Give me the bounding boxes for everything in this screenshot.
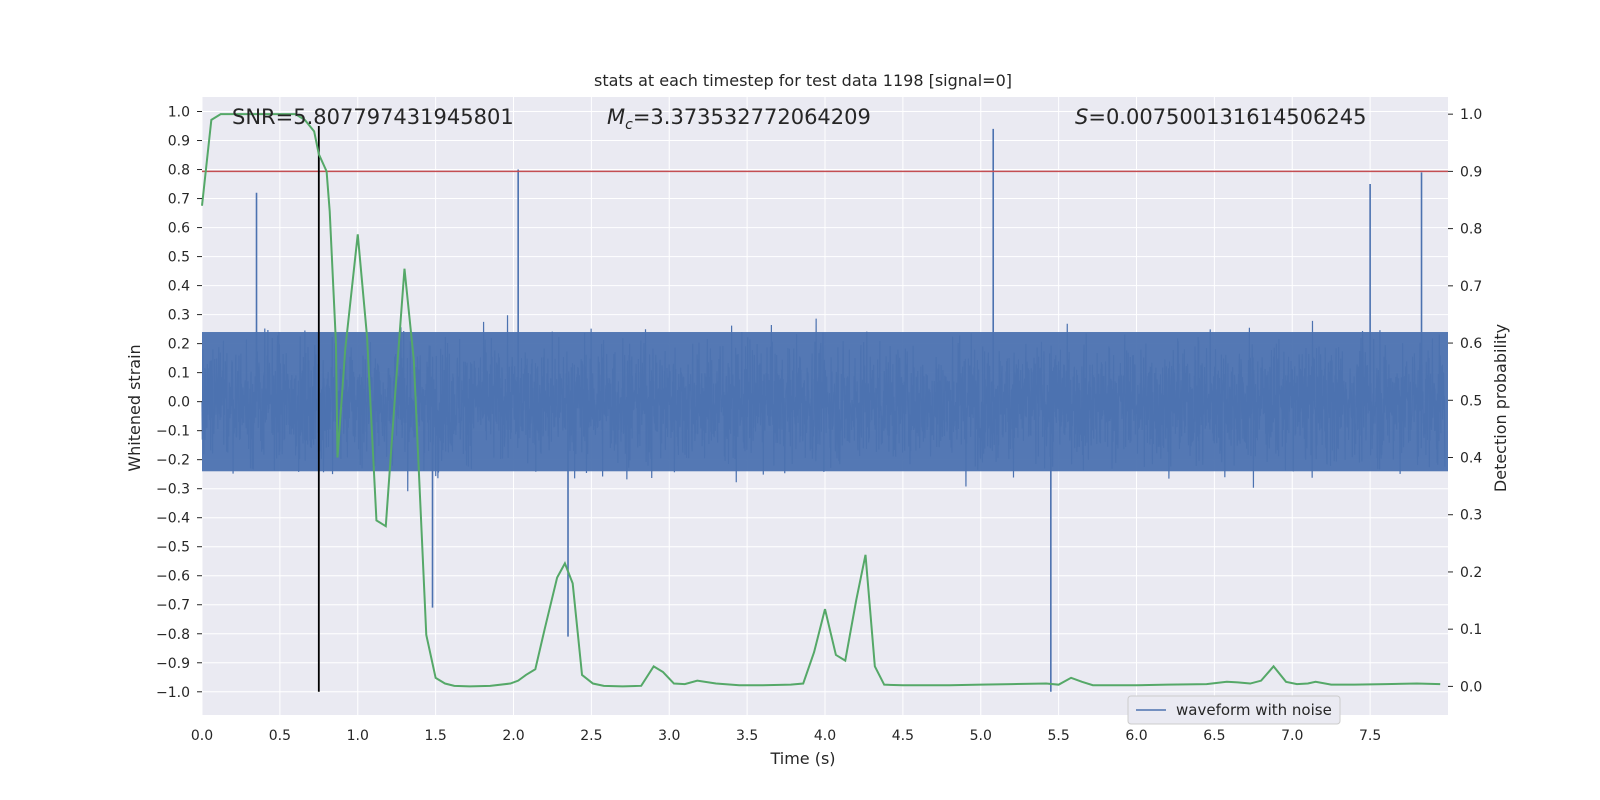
mc-value: =3.373532772064209 xyxy=(633,105,871,129)
x-tick-label: 7.0 xyxy=(1281,728,1303,744)
y-left-tick-label: −0.8 xyxy=(156,627,190,643)
x-tick-label: 3.5 xyxy=(736,728,758,744)
chart-title: stats at each timestep for test data 119… xyxy=(594,71,1012,90)
x-tick-label: 6.5 xyxy=(1203,728,1225,744)
probability-line xyxy=(201,113,1441,688)
y-left-tick-label: 0.4 xyxy=(168,279,190,295)
y-left-tick-label: 0.5 xyxy=(168,250,190,266)
snr-annotation: SNR=5.807797431945801 xyxy=(232,105,514,129)
x-tick-label: 0.0 xyxy=(191,728,213,744)
x-tick-label: 5.0 xyxy=(970,728,992,744)
y-left-tick-label: 0.1 xyxy=(168,366,190,382)
y-left-tick-label: 1.0 xyxy=(168,105,190,121)
x-axis-label: Time (s) xyxy=(769,749,835,768)
y-left-tick-label: −1.0 xyxy=(156,685,190,701)
y-left-tick-label: 0.9 xyxy=(168,134,190,150)
s-value: =0.007500131614506245 xyxy=(1088,105,1366,129)
y-left-tick-label: −0.7 xyxy=(156,598,190,614)
s-symbol: S xyxy=(1075,105,1088,129)
y-right-tick-label: 1.0 xyxy=(1460,107,1482,123)
x-tick-label: 1.5 xyxy=(424,728,446,744)
y-left-tick-label: −0.2 xyxy=(156,453,190,469)
legend-label: waveform with noise xyxy=(1176,701,1332,719)
axes: 0.0 0.5 1.0 1.5 2.0 2.5 3.0 3.5 4.0 4.5 5.0 5.5 6.0 6… xyxy=(156,105,1482,744)
y-left-tick-label: 0.2 xyxy=(168,337,190,353)
strain-series xyxy=(201,128,1448,692)
x-tick-label: 4.0 xyxy=(814,728,836,744)
x-tick-label: 2.5 xyxy=(580,728,602,744)
y-right-tick-label: 0.1 xyxy=(1460,622,1482,638)
y-right-tick-label: 0.3 xyxy=(1460,508,1482,524)
x-tick-label: 1.0 xyxy=(347,728,369,744)
x-tick-label: 4.5 xyxy=(892,728,914,744)
y-left-tick-label: −0.4 xyxy=(156,511,190,527)
legend-box xyxy=(1127,695,1341,725)
y-left-tick-label: −0.9 xyxy=(156,656,190,672)
y-right-tick-label: 0.0 xyxy=(1460,679,1482,695)
y-axis-label-left: Whitened strain xyxy=(125,344,144,471)
x-tick-label: 2.0 xyxy=(502,728,524,744)
y-left-tick-label: −0.5 xyxy=(156,540,190,556)
y-right-tick-label: 0.2 xyxy=(1460,565,1482,581)
y-left-tick-label: 0.6 xyxy=(168,221,190,237)
y-left-tick-label: 0.7 xyxy=(168,192,190,208)
strain-core-band xyxy=(202,332,1448,472)
y-left-tick-label: 0.8 xyxy=(168,163,190,179)
x-tick-label: 6.0 xyxy=(1125,728,1147,744)
x-tick-label: 0.5 xyxy=(269,728,291,744)
mc-annotation: Mc=3.373532772064209 xyxy=(607,105,871,133)
y-right-tick-label: 0.8 xyxy=(1460,222,1482,238)
markers xyxy=(202,126,1448,692)
s-annotation: S=0.007500131614506245 xyxy=(1075,105,1366,129)
probability-series xyxy=(201,113,1441,688)
y-right-tick-label: 0.7 xyxy=(1460,279,1482,295)
legend: waveform with noise xyxy=(1127,695,1341,725)
mc-symbol: M xyxy=(607,105,625,129)
x-tick-label: 5.5 xyxy=(1047,728,1069,744)
x-tick-label: 3.0 xyxy=(658,728,680,744)
y-left-tick-label: 0.0 xyxy=(168,395,190,411)
mc-subscript: c xyxy=(625,117,633,133)
y-right-tick-label: 0.4 xyxy=(1460,451,1482,467)
x-tick-label: 7.5 xyxy=(1359,728,1381,744)
y-left-tick-label: −0.1 xyxy=(156,424,190,440)
y-axis-label-right: Detection probability xyxy=(1491,324,1510,492)
y-right-tick-label: 0.6 xyxy=(1460,336,1482,352)
y-left-tick-label: −0.3 xyxy=(156,482,190,498)
y-right-tick-label: 0.5 xyxy=(1460,393,1482,409)
y-left-tick-label: −0.6 xyxy=(156,569,190,585)
y-right-tick-label: 0.9 xyxy=(1460,164,1482,180)
y-left-tick-label: 0.3 xyxy=(168,308,190,324)
